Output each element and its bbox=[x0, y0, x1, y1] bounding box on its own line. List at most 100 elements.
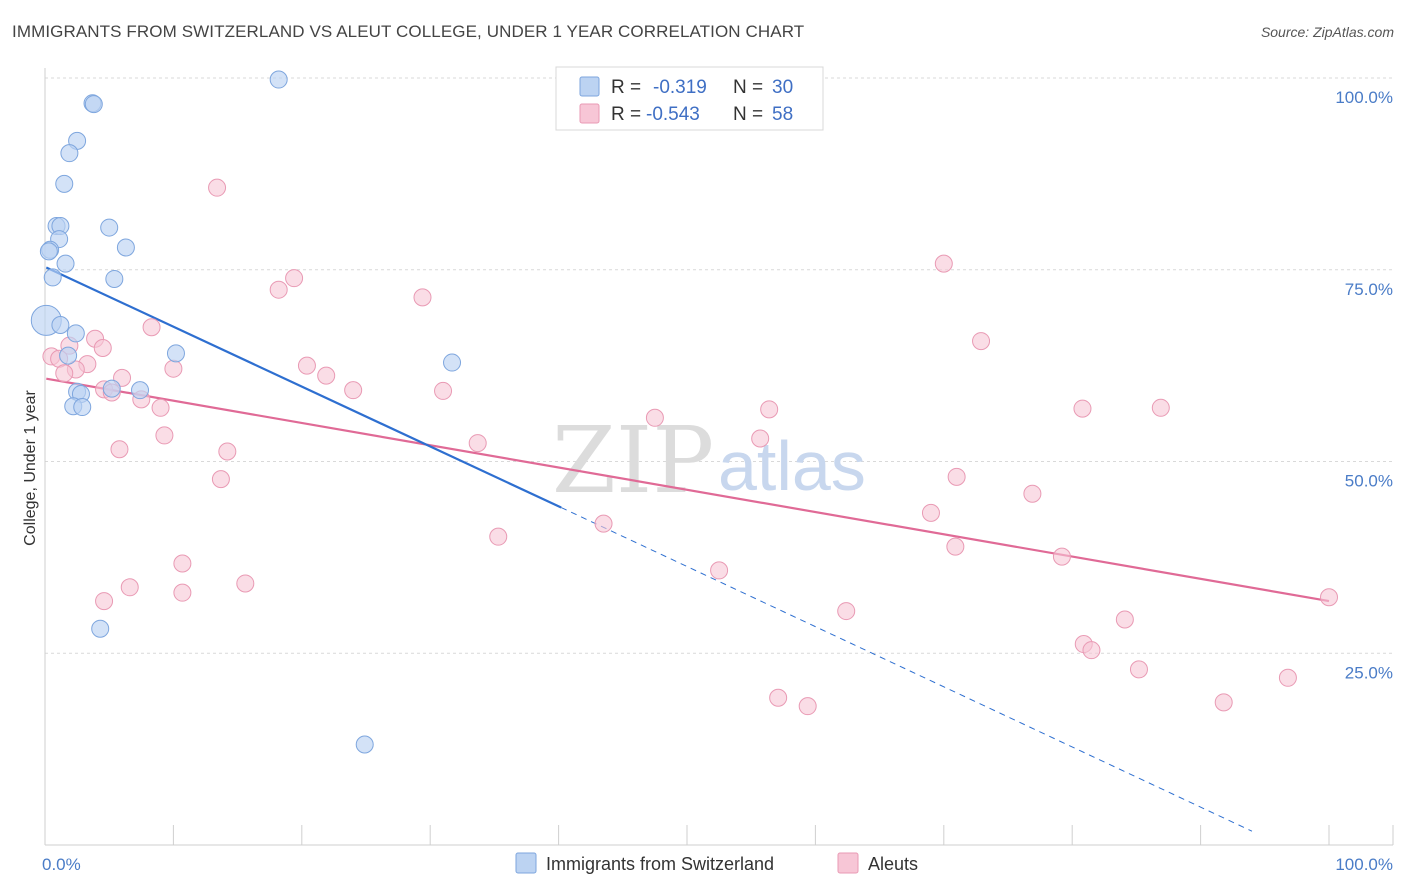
legend-swatch-pink bbox=[579, 103, 600, 124]
aleuts-point-55 bbox=[769, 688, 788, 707]
y-tick-label-0: 25.0% bbox=[1345, 663, 1393, 682]
watermark: ZIP atlas bbox=[552, 407, 866, 514]
watermark-atlas: atlas bbox=[718, 427, 866, 505]
chart-title: IMMIGRANTS FROM SWITZERLAND VS ALEUT COL… bbox=[12, 22, 805, 41]
aleuts-trend-line bbox=[46, 377, 1330, 603]
switzerland-point-25 bbox=[131, 381, 150, 400]
aleuts-point-49 bbox=[837, 602, 856, 621]
x-tick-labels: 0.0% 100.0% bbox=[42, 855, 1393, 874]
aleuts-point-48 bbox=[1320, 588, 1338, 607]
switzerland-point-8 bbox=[100, 218, 119, 237]
aleuts-point-44 bbox=[236, 574, 255, 593]
switzerland-point-2 bbox=[84, 95, 103, 114]
switzerland-point-28 bbox=[91, 619, 110, 638]
legend-n-label-blue: N = bbox=[733, 77, 763, 98]
switzerland-point-15 bbox=[105, 269, 124, 288]
aleuts-point-39 bbox=[489, 527, 508, 546]
aleuts-point-5 bbox=[142, 318, 161, 337]
y-axis-label: College, Under 1 year bbox=[22, 390, 39, 546]
switzerland-point-17 bbox=[51, 315, 70, 334]
legend-r-value-pink: -0.543 bbox=[646, 104, 700, 125]
bottom-legend-label-blue: Immigrants from Switzerland bbox=[546, 854, 774, 874]
aleuts-point-37 bbox=[921, 503, 940, 522]
switzerland-point-14 bbox=[43, 268, 62, 287]
aleuts-point-57 bbox=[1214, 693, 1233, 712]
aleuts-point-3 bbox=[269, 280, 288, 299]
aleuts-point-30 bbox=[751, 429, 770, 448]
switzerland-point-12 bbox=[39, 242, 58, 261]
aleuts-point-26 bbox=[1073, 399, 1092, 418]
bottom-legend-swatch-blue bbox=[515, 852, 537, 874]
y-tick-label-3: 100.0% bbox=[1335, 88, 1393, 107]
aleuts-point-28 bbox=[645, 408, 664, 427]
bottom-legend-swatch-pink bbox=[837, 852, 859, 874]
aleuts-point-16 bbox=[317, 366, 336, 385]
top-legend-box bbox=[555, 66, 824, 131]
switzerland-trend-extension bbox=[560, 507, 1253, 832]
aleuts-point-1 bbox=[934, 254, 953, 273]
aleuts-point-43 bbox=[710, 561, 729, 580]
legend-n-label-pink: N = bbox=[733, 104, 763, 125]
top-legend: R = -0.319 N = 30 R = -0.543 N = 58 bbox=[555, 66, 824, 131]
aleuts-point-53 bbox=[1129, 660, 1148, 679]
switzerland-points bbox=[30, 70, 462, 754]
aleuts-point-21 bbox=[344, 381, 363, 400]
legend-swatch-blue bbox=[579, 76, 600, 97]
aleuts-point-17 bbox=[55, 364, 74, 383]
aleuts-point-46 bbox=[173, 583, 192, 602]
grid-lines bbox=[45, 77, 1393, 654]
y-tick-label-2: 75.0% bbox=[1345, 280, 1393, 299]
x-tick-label-0: 0.0% bbox=[42, 855, 81, 874]
source-label: Source: ZipAtlas.com bbox=[1260, 24, 1394, 40]
aleuts-point-42 bbox=[173, 554, 192, 573]
legend-r-label-blue: R = bbox=[611, 77, 641, 98]
aleuts-points bbox=[42, 178, 1338, 716]
aleuts-point-38 bbox=[594, 514, 613, 533]
aleuts-point-47 bbox=[95, 592, 114, 611]
aleuts-point-4 bbox=[413, 288, 432, 307]
legend-n-value-pink: 58 bbox=[772, 104, 793, 125]
trend-lines bbox=[45, 266, 1330, 832]
legend-r-label-pink: R = bbox=[611, 104, 641, 125]
switzerland-point-18 bbox=[66, 324, 85, 343]
aleuts-point-41 bbox=[1052, 547, 1071, 566]
aleuts-point-0 bbox=[208, 178, 227, 197]
aleuts-point-25 bbox=[760, 400, 779, 419]
aleuts-point-34 bbox=[211, 470, 230, 489]
switzerland-point-24 bbox=[102, 379, 121, 398]
switzerland-point-27 bbox=[73, 398, 92, 417]
aleuts-point-54 bbox=[1278, 668, 1297, 687]
switzerland-point-21 bbox=[443, 353, 462, 372]
aleuts-point-14 bbox=[164, 359, 183, 378]
aleuts-point-24 bbox=[151, 398, 170, 417]
aleuts-point-22 bbox=[434, 381, 453, 400]
switzerland-point-5 bbox=[55, 174, 74, 193]
x-tick-label-1: 100.0% bbox=[1335, 855, 1393, 874]
legend-r-value-blue: -0.319 bbox=[653, 77, 707, 98]
aleuts-point-31 bbox=[468, 434, 487, 453]
aleuts-point-52 bbox=[1082, 641, 1101, 660]
switzerland-point-13 bbox=[56, 254, 75, 273]
bottom-legend: Immigrants from Switzerland Aleuts bbox=[515, 852, 918, 874]
aleuts-point-27 bbox=[1151, 398, 1170, 417]
aleuts-point-56 bbox=[798, 697, 817, 716]
aleuts-point-7 bbox=[972, 332, 991, 351]
switzerland-point-0 bbox=[269, 70, 288, 89]
aleuts-point-2 bbox=[285, 269, 304, 288]
aleuts-point-36 bbox=[1023, 484, 1042, 503]
y-tick-label-1: 50.0% bbox=[1345, 472, 1393, 491]
aleuts-point-15 bbox=[297, 356, 316, 375]
axes bbox=[44, 68, 1394, 846]
switzerland-point-19 bbox=[166, 344, 185, 363]
aleuts-point-9 bbox=[93, 338, 112, 357]
aleuts-point-29 bbox=[155, 426, 174, 445]
switzerland-trend-line bbox=[45, 266, 562, 509]
aleuts-point-33 bbox=[110, 440, 129, 459]
y-tick-labels: 25.0% 50.0% 75.0% 100.0% bbox=[1335, 88, 1393, 682]
switzerland-point-4 bbox=[60, 144, 79, 163]
aleuts-point-40 bbox=[946, 537, 965, 556]
watermark-zip: ZIP bbox=[552, 407, 714, 514]
aleuts-point-32 bbox=[218, 442, 237, 461]
aleuts-point-45 bbox=[120, 578, 139, 597]
